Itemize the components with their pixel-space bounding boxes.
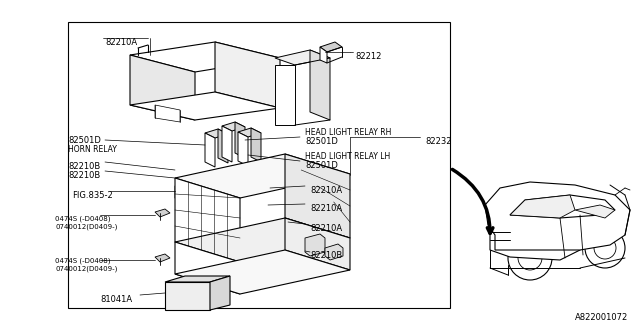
Polygon shape — [175, 242, 240, 294]
Polygon shape — [175, 178, 240, 262]
Polygon shape — [251, 128, 261, 162]
Polygon shape — [238, 128, 261, 137]
Polygon shape — [261, 166, 273, 182]
Text: 82501D: 82501D — [305, 137, 338, 146]
Polygon shape — [310, 50, 330, 120]
Text: 82210A: 82210A — [105, 38, 137, 47]
Text: 82232: 82232 — [425, 137, 451, 146]
Polygon shape — [305, 234, 325, 256]
Polygon shape — [320, 47, 327, 63]
Polygon shape — [247, 160, 259, 176]
Text: A822001072: A822001072 — [575, 313, 628, 320]
Polygon shape — [485, 182, 630, 250]
Polygon shape — [275, 65, 295, 125]
Bar — [68, 22, 450, 308]
Circle shape — [508, 236, 552, 280]
Text: FIG.835-2: FIG.835-2 — [72, 191, 113, 200]
Text: 0740012(D0409-): 0740012(D0409-) — [55, 265, 117, 271]
Polygon shape — [510, 195, 615, 218]
Text: 82210B: 82210B — [68, 171, 100, 180]
Polygon shape — [238, 132, 248, 166]
Polygon shape — [175, 154, 350, 198]
Text: 82210A: 82210A — [310, 224, 342, 233]
Polygon shape — [205, 133, 215, 167]
Text: 82210A: 82210A — [310, 186, 342, 195]
Polygon shape — [285, 154, 350, 238]
Polygon shape — [175, 183, 190, 201]
Polygon shape — [575, 205, 615, 218]
Text: 82210A: 82210A — [310, 204, 342, 213]
Text: HORN RELAY: HORN RELAY — [68, 145, 117, 154]
Text: 0474S (-D0408): 0474S (-D0408) — [55, 215, 111, 221]
Text: 0740012(D0409-): 0740012(D0409-) — [55, 223, 117, 229]
Polygon shape — [175, 218, 350, 262]
Text: 81041A: 81041A — [100, 295, 132, 304]
Polygon shape — [275, 159, 287, 175]
Text: 0474S (-D0408): 0474S (-D0408) — [55, 257, 111, 263]
Circle shape — [585, 228, 625, 268]
Text: 82212: 82212 — [355, 52, 381, 61]
Circle shape — [175, 288, 191, 304]
Polygon shape — [235, 122, 245, 158]
Polygon shape — [155, 105, 180, 122]
Polygon shape — [320, 42, 342, 52]
Polygon shape — [175, 250, 350, 294]
Polygon shape — [215, 42, 280, 108]
Polygon shape — [130, 42, 280, 72]
Polygon shape — [490, 215, 580, 260]
Polygon shape — [325, 244, 343, 260]
Polygon shape — [165, 276, 230, 282]
Text: 82501D: 82501D — [68, 136, 101, 145]
Circle shape — [493, 241, 501, 249]
Polygon shape — [218, 129, 228, 163]
Polygon shape — [130, 55, 195, 120]
Polygon shape — [275, 50, 330, 65]
Text: HEAD LIGHT RELAY LH: HEAD LIGHT RELAY LH — [305, 152, 390, 161]
Circle shape — [518, 246, 542, 270]
Polygon shape — [205, 129, 228, 138]
Polygon shape — [155, 254, 170, 262]
Circle shape — [194, 290, 206, 302]
Polygon shape — [130, 92, 280, 120]
Text: 82501D: 82501D — [305, 161, 338, 170]
Polygon shape — [155, 209, 170, 217]
Text: HEAD LIGHT RELAY RH: HEAD LIGHT RELAY RH — [305, 128, 392, 137]
Polygon shape — [222, 126, 232, 162]
Polygon shape — [233, 166, 245, 182]
Polygon shape — [165, 282, 210, 310]
Polygon shape — [510, 195, 575, 218]
Text: 82210B: 82210B — [68, 162, 100, 171]
Polygon shape — [285, 218, 350, 270]
Text: 82210B: 82210B — [310, 251, 342, 260]
Polygon shape — [222, 122, 245, 131]
Circle shape — [594, 237, 616, 259]
Polygon shape — [210, 276, 230, 310]
